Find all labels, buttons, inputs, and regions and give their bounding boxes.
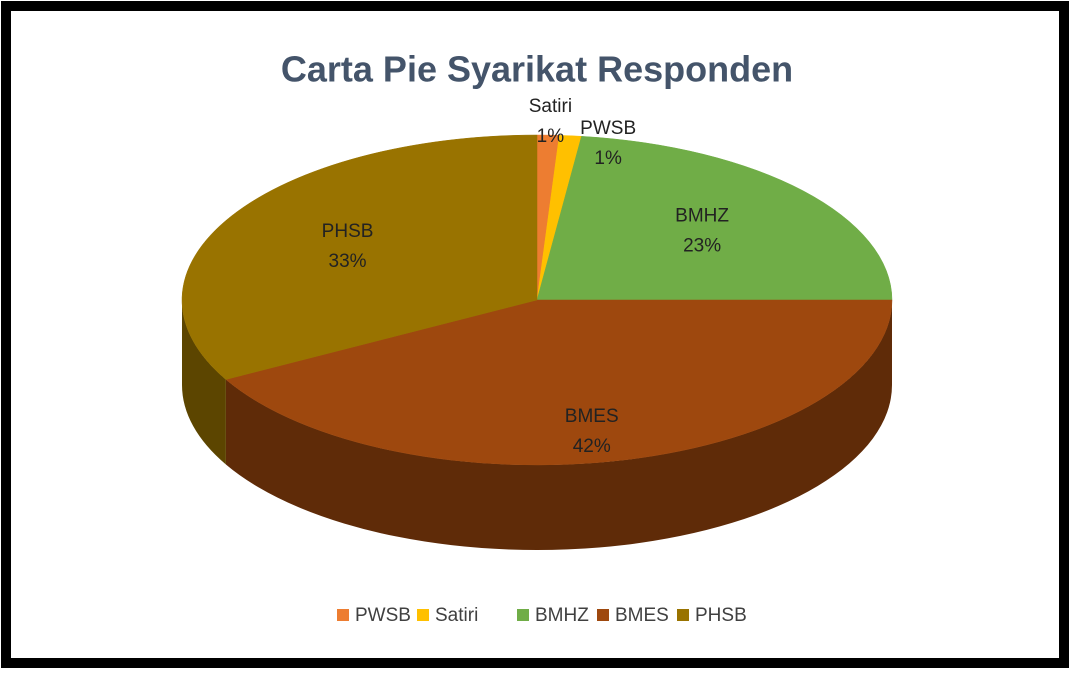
pie-slice-side (225, 300, 892, 550)
legend-label: PWSB (355, 605, 411, 626)
legend-swatch (517, 609, 529, 621)
data-label-name: Satiri (529, 96, 572, 117)
data-label-value: 33% (329, 251, 367, 272)
data-label-name: BMHZ (675, 205, 729, 226)
legend-label: Satiri (435, 605, 478, 626)
legend-label: PHSB (695, 605, 747, 626)
data-label-value: 23% (683, 235, 721, 256)
chart-title: Carta Pie Syarikat Responden (281, 49, 793, 90)
pie-slice (225, 299, 893, 466)
legend: PWSB Satiri BMHZ BMES PHSB (337, 605, 747, 626)
legend-swatch (337, 609, 349, 621)
legend-label: BMES (615, 605, 669, 626)
data-label-value: 42% (573, 436, 611, 457)
data-label-value: 1% (537, 126, 565, 147)
pie-slice (536, 136, 893, 301)
data-label-value: 1% (594, 148, 622, 169)
legend-swatch (417, 609, 429, 621)
data-label-name: PHSB (322, 221, 374, 242)
legend-label: BMHZ (535, 605, 589, 626)
legend-swatch (677, 609, 689, 621)
legend-swatch (597, 609, 609, 621)
data-label-name: BMES (565, 406, 619, 427)
data-label-name: PWSB (580, 118, 636, 139)
pie-slice (181, 134, 538, 380)
